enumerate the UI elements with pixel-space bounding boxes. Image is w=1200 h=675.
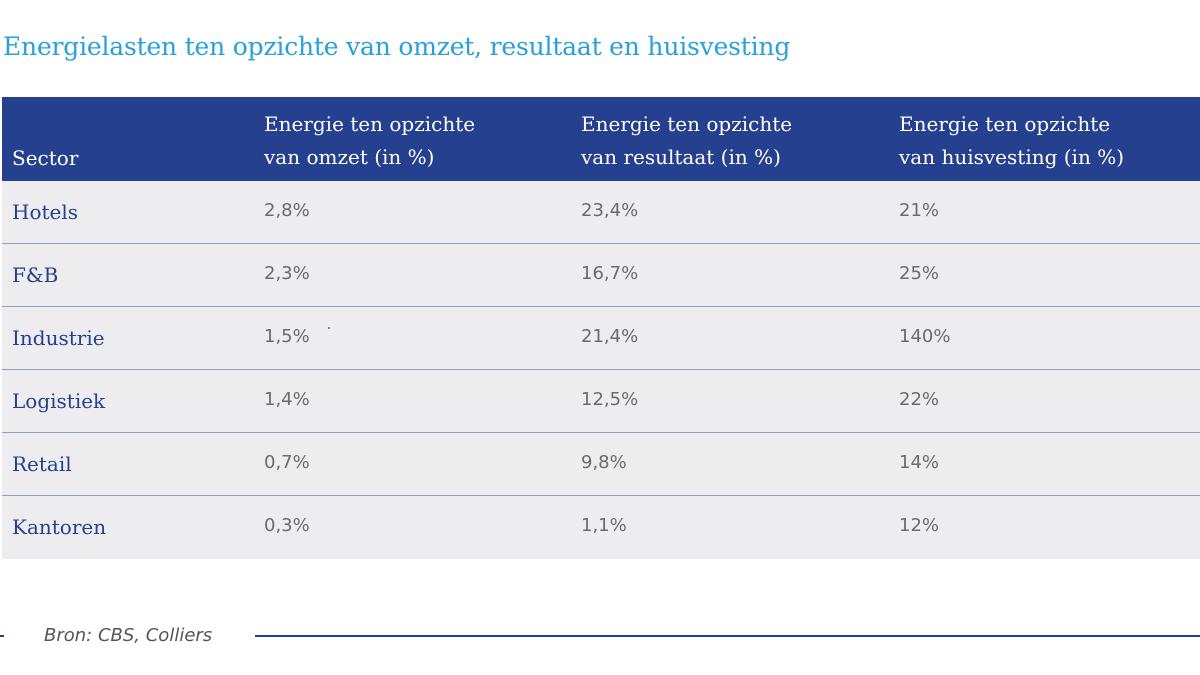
row-resultaat: 21,4% — [581, 326, 639, 347]
row-sector: Hotels — [12, 200, 79, 224]
row-omzet: 2,8% — [264, 200, 310, 221]
row-resultaat: 12,5% — [581, 389, 639, 410]
header-huisvesting: Energie ten opzichte van huisvesting (in… — [899, 108, 1124, 174]
header-omzet-line2: van omzet (in %) — [264, 145, 435, 169]
header-sector-label: Sector — [12, 146, 79, 170]
table-row: Industrie 1,5% 21,4% 140% — [2, 307, 1200, 370]
header-omzet-line1: Energie ten opzichte — [264, 112, 476, 136]
row-resultaat: 9,8% — [581, 452, 627, 473]
row-sector: F&B — [12, 263, 59, 287]
row-sector: Industrie — [12, 326, 105, 350]
row-resultaat: 16,7% — [581, 263, 639, 284]
row-huisvesting: 140% — [899, 326, 951, 347]
row-huisvesting: 21% — [899, 200, 940, 221]
row-huisvesting: 22% — [899, 389, 940, 410]
row-resultaat: 1,1% — [581, 515, 627, 536]
header-huisvesting-line1: Energie ten opzichte — [899, 112, 1111, 136]
energy-table: Sector Energie ten opzichte van omzet (i… — [2, 97, 1200, 559]
row-sector: Kantoren — [12, 515, 107, 539]
table-row: Retail 0,7% 9,8% 14% — [2, 433, 1200, 496]
header-resultaat-line2: van resultaat (in %) — [581, 145, 781, 169]
row-huisvesting: 14% — [899, 452, 940, 473]
stray-dot — [328, 327, 330, 329]
table-row: Kantoren 0,3% 1,1% 12% — [2, 496, 1200, 559]
header-resultaat-line1: Energie ten opzichte — [581, 112, 793, 136]
row-omzet: 0,7% — [264, 452, 310, 473]
footer-divider — [255, 635, 1200, 637]
source-note: Bron: CBS, Colliers — [44, 625, 213, 646]
header-huisvesting-line2: van huisvesting (in %) — [899, 145, 1124, 169]
row-omzet: 0,3% — [264, 515, 310, 536]
row-huisvesting: 12% — [899, 515, 940, 536]
table-row: F&B 2,3% 16,7% 25% — [2, 244, 1200, 307]
table-row: Logistiek 1,4% 12,5% 22% — [2, 370, 1200, 433]
row-sector: Retail — [12, 452, 72, 476]
table-title: Energielasten ten opzichte van omzet, re… — [3, 32, 791, 61]
table-header: Sector Energie ten opzichte van omzet (i… — [2, 97, 1200, 181]
footer-tick — [0, 635, 4, 637]
row-sector: Logistiek — [12, 389, 106, 413]
header-resultaat: Energie ten opzichte van resultaat (in %… — [581, 108, 792, 174]
row-huisvesting: 25% — [899, 263, 940, 284]
header-omzet: Energie ten opzichte van omzet (in %) — [264, 108, 475, 174]
row-resultaat: 23,4% — [581, 200, 639, 221]
table-row: Hotels 2,8% 23,4% 21% — [2, 181, 1200, 244]
row-omzet: 1,4% — [264, 389, 310, 410]
header-sector: Sector — [12, 144, 78, 172]
row-omzet: 2,3% — [264, 263, 310, 284]
row-omzet: 1,5% — [264, 326, 310, 347]
